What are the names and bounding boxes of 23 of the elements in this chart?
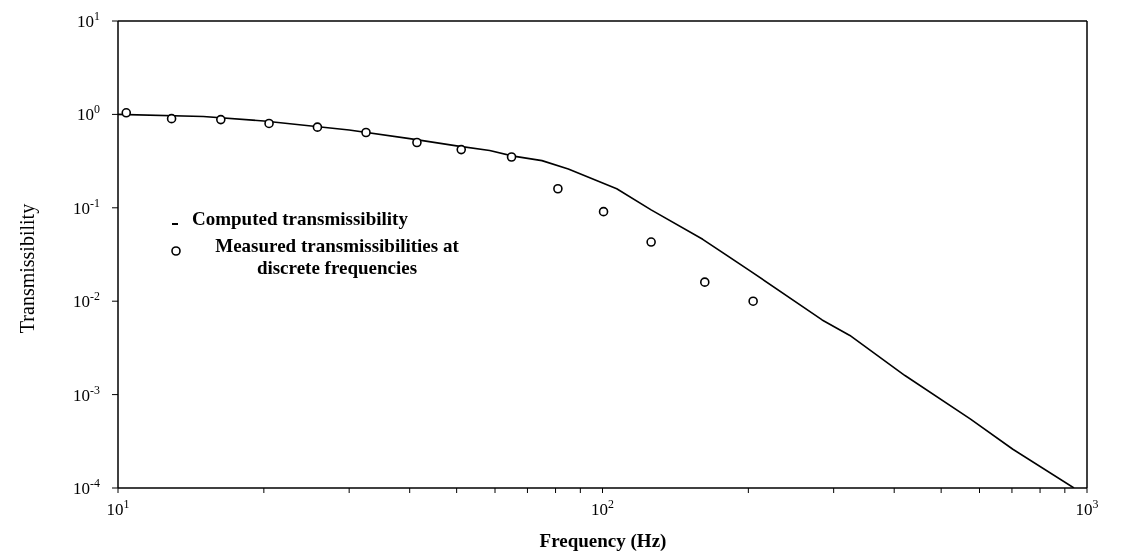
point (553, 183, 563, 194)
point (748, 296, 758, 306)
legend-label: Measured transmissibilities at discrete frequencies (214, 235, 460, 279)
y-tick-label: 10$^{1}$ (77, 9, 101, 31)
point (264, 118, 274, 129)
y-tick-label: 10$^{-4}$ (73, 476, 101, 498)
legend-label: Computed transmissibility (192, 208, 408, 230)
point (361, 127, 371, 138)
point (166, 113, 177, 124)
point (312, 122, 323, 132)
point (456, 144, 467, 155)
point (699, 277, 710, 287)
point (506, 152, 517, 162)
y-tick-label: 10$^{-2}$ (73, 289, 101, 312)
x-axis-title: Frequency (Hz) (538, 530, 668, 552)
x-tick-label: 10$^{1}$ (106, 497, 130, 519)
y-tick-label: 10$^{-1}$ (73, 195, 101, 218)
point (216, 114, 226, 125)
x-tick-label: 10$^{3}$ (1075, 497, 1099, 519)
y-axis-title: Transmissibility (16, 203, 40, 333)
y-tick-label: 10$^{0}$ (77, 102, 101, 125)
y-tick-label: 10$^{-3}$ (73, 382, 101, 405)
x-tick-label: 10$^{2}$ (591, 497, 615, 519)
